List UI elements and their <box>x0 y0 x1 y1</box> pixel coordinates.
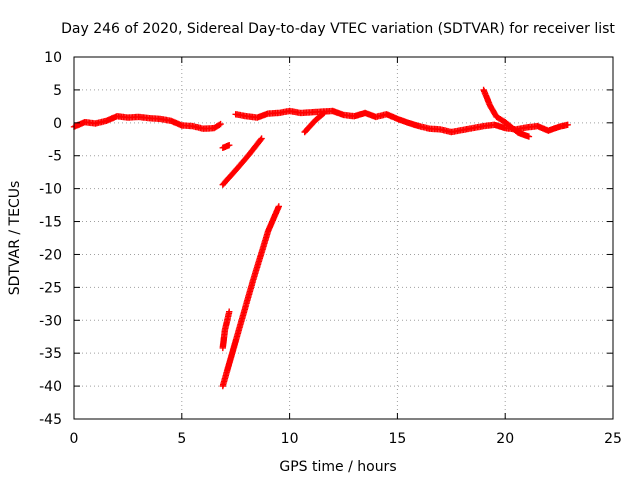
y-axis-label: SDTVAR / TECUs <box>7 181 23 296</box>
data-point-markers <box>480 86 533 140</box>
x-tick-label: 25 <box>604 431 622 447</box>
x-tick-label: 0 <box>70 431 79 447</box>
y-tick-label: -25 <box>39 280 62 296</box>
y-tick-label: -20 <box>39 247 62 263</box>
data-segment <box>219 203 282 390</box>
y-tick-label: 0 <box>53 116 62 132</box>
data-segment <box>232 107 571 136</box>
data-point-markers <box>70 113 224 132</box>
y-tick-label: -10 <box>39 182 62 198</box>
y-tick-label: 5 <box>53 83 62 99</box>
data-point-markers <box>219 142 233 151</box>
data-segment <box>70 113 224 132</box>
data-segment <box>480 86 533 140</box>
data-point-markers <box>301 109 328 136</box>
data-segment <box>219 135 265 188</box>
y-tick-label: -15 <box>39 215 62 231</box>
x-tick-label: 5 <box>177 431 186 447</box>
y-tick-label: -30 <box>39 313 62 329</box>
x-axis-label: GPS time / hours <box>279 459 396 475</box>
y-tick-label: -45 <box>39 412 62 428</box>
y-tick-label: -40 <box>39 379 62 395</box>
x-tick-label: 20 <box>496 431 514 447</box>
data-segment <box>219 308 233 352</box>
data-point-markers <box>219 135 265 188</box>
x-tick-label: 10 <box>281 431 299 447</box>
data-point-markers <box>219 308 233 352</box>
data-points <box>70 86 571 390</box>
axes: 0 5 10 15 20 25 10 5 0 -5 -10 -15 -20 -25 -30 -35 -40 -45 <box>39 50 622 447</box>
data-segment <box>301 109 328 136</box>
data-point-markers <box>219 203 282 390</box>
y-tick-label: 10 <box>44 50 62 66</box>
y-tick-label: -35 <box>39 346 62 362</box>
y-tick-label: -5 <box>48 149 62 165</box>
data-point-markers <box>232 107 571 136</box>
grid-lines <box>74 57 613 419</box>
x-tick-label: 15 <box>388 431 406 447</box>
chart-title: Day 246 of 2020, Sidereal Day-to-day VTE… <box>61 21 615 37</box>
plot-area-frame <box>73 56 614 420</box>
data-segment <box>219 142 233 151</box>
